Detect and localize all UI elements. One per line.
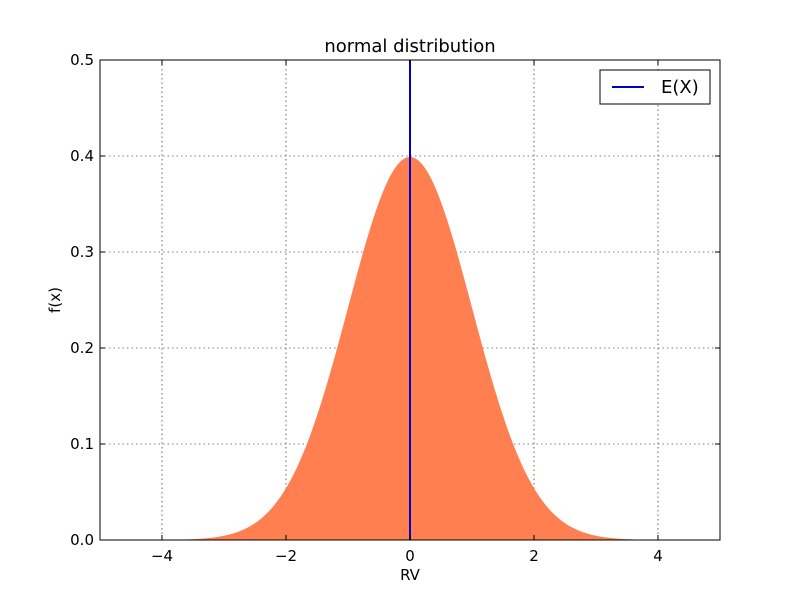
chart-title: normal distribution: [324, 36, 495, 57]
y-tick-label: 0.5: [70, 51, 94, 69]
y-axis-label: f(x): [46, 287, 64, 313]
x-axis-label: RV: [400, 566, 421, 584]
y-tick-label: 0.2: [70, 339, 94, 357]
ticks: [100, 59, 720, 541]
legend-label-expected-value: E(X): [661, 77, 699, 98]
legend: E(X): [599, 69, 711, 105]
y-tick-label: 0.4: [70, 147, 94, 165]
x-tick-label: 0: [405, 547, 415, 565]
y-tick-label: 0.0: [70, 531, 94, 549]
tick-labels: −4 −2 0 2 4 0.0 0.1 0.2 0.3 0.4 0.5: [70, 51, 663, 565]
y-tick-label: 0.1: [70, 435, 94, 453]
x-tick-label: 2: [529, 547, 539, 565]
x-tick-label: −2: [275, 547, 297, 565]
x-tick-label: 4: [653, 547, 663, 565]
y-tick-label: 0.3: [70, 243, 94, 261]
x-tick-label: −4: [151, 547, 173, 565]
